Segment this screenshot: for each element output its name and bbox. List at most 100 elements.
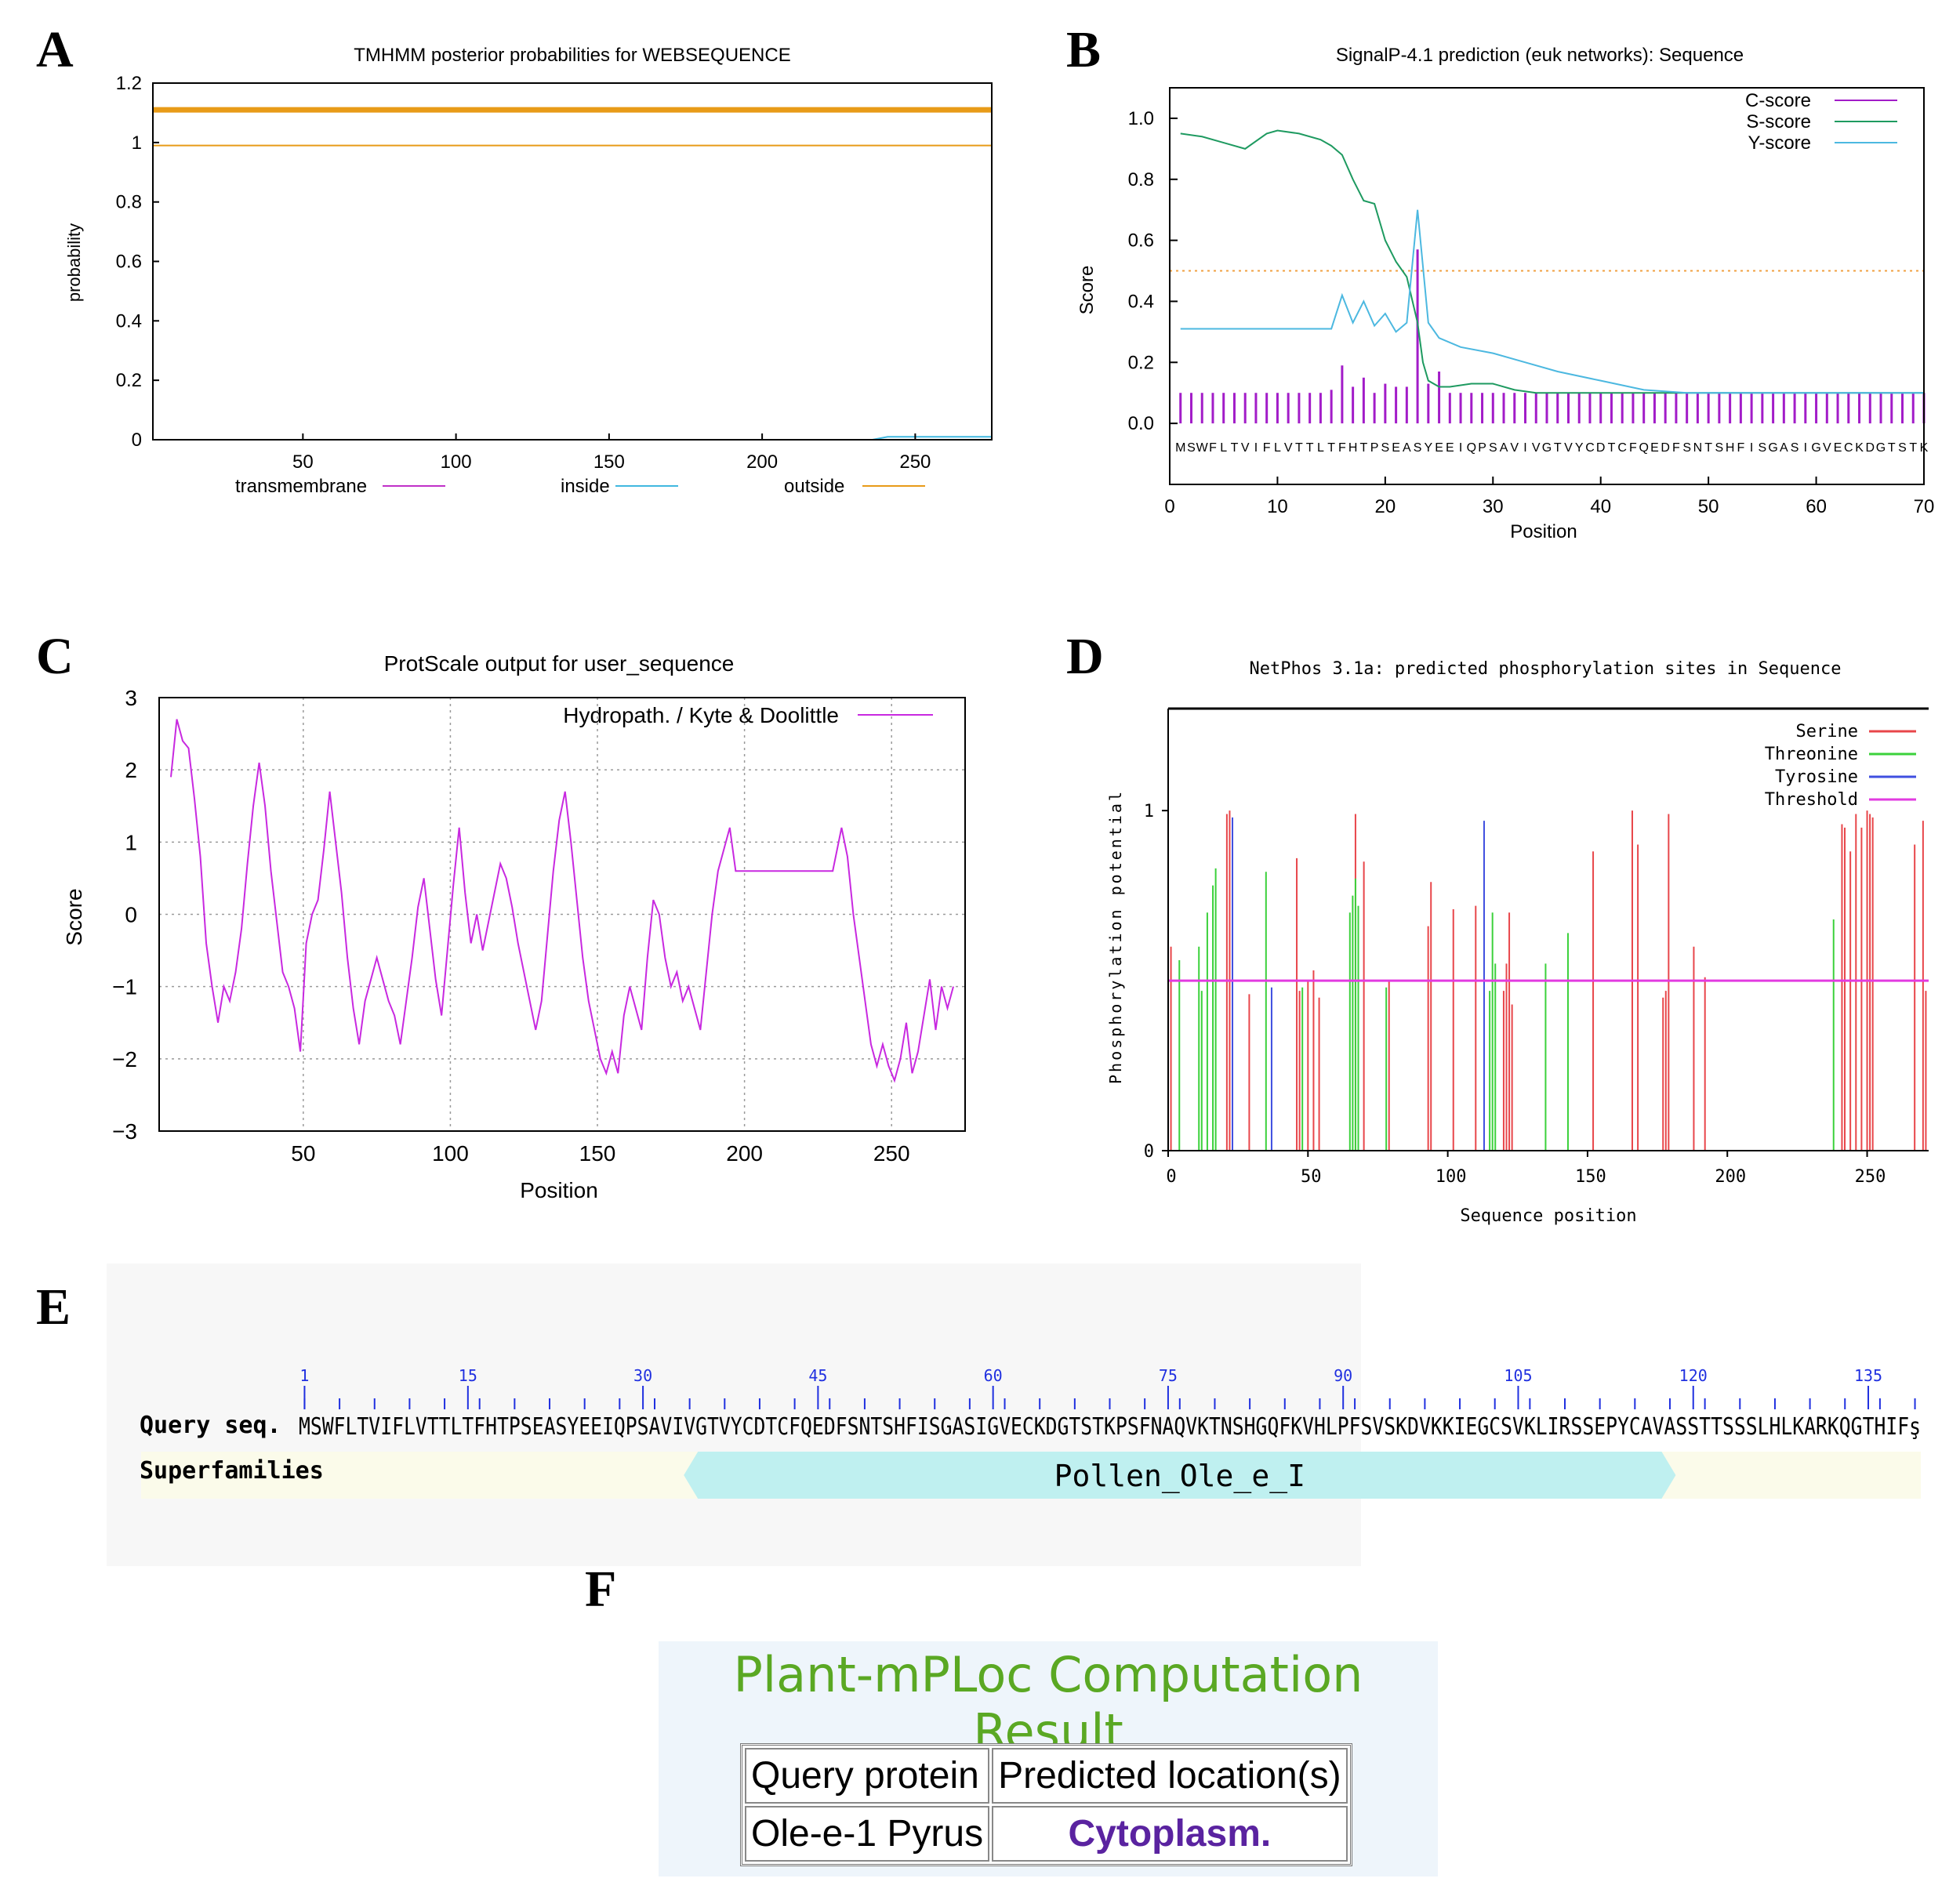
panel-letter-f: F: [585, 1561, 617, 1618]
panel-e-background: [107, 1264, 1361, 1566]
panel-a-legend-label-outside: outside: [784, 476, 844, 497]
panel-letter-d: D: [1066, 628, 1104, 685]
panel-b-sequence-residue: E: [1446, 441, 1454, 455]
panel-a-ytick-label: 0.2: [116, 370, 142, 391]
panel-b-sequence-residue: D: [1661, 441, 1670, 455]
panel-b-frame: [1169, 87, 1925, 485]
panel-b-sequence-residue: V: [1564, 441, 1573, 455]
panel-a-ylabel: probability: [64, 223, 84, 302]
panel-b-sequence-residue: S: [1898, 441, 1907, 455]
panel-b-sequence-residue: K: [1920, 441, 1929, 455]
panel-b-sequence-residue: F: [1737, 441, 1744, 455]
panel-f-data-row: Ole-e-1 Pyrus Cytoplasm.: [745, 1806, 1348, 1862]
panel-d-xtick-label: 250: [1855, 1167, 1886, 1187]
panel-b-sequence-residue: S: [1759, 441, 1767, 455]
panel-b-xtick-label: 20: [1375, 496, 1396, 517]
panel-d-xlabel: Sequence position: [1460, 1206, 1636, 1226]
panel-b-sequence-residue: W: [1196, 441, 1209, 455]
panel-d-xtick-label: 200: [1715, 1167, 1746, 1187]
panel-b-sequence-residue: H: [1726, 441, 1735, 455]
panel-b-xtick-label: 10: [1267, 496, 1288, 517]
panel-b-legend-label-c-score: C-score: [1745, 90, 1811, 111]
panel-b-sequence-residue: A: [1500, 441, 1508, 455]
panel-e-tick-label: 60: [984, 1366, 1003, 1385]
panel-d-ylabel: Phosphorylation potential: [1106, 789, 1125, 1084]
panel-e-query-label: Query seq.: [140, 1412, 281, 1439]
panel-b-sequence-residue: Q: [1467, 441, 1476, 455]
panel-b-sequence-residue: K: [1855, 441, 1864, 455]
panel-e-domain-label: Pollen_Ole_e_I: [1054, 1459, 1305, 1494]
panel-a-xtick-label: 150: [593, 451, 625, 473]
panel-f-result-table: Query protein Predicted location(s) Ole-…: [740, 1743, 1352, 1866]
panel-b-sequence-residue: V: [1823, 441, 1831, 455]
panel-b-sequence-residue: E: [1435, 441, 1443, 455]
panel-e-domain-shape: [684, 1452, 1676, 1499]
panel-b-sequence-residue: P: [1478, 441, 1486, 455]
panel-b-chart: SignalP-4.1 prediction (euk networks): S…: [1076, 45, 1934, 542]
panel-b-sequence-residue: F: [1629, 441, 1637, 455]
panel-b-sequence-residue: I: [1804, 441, 1807, 455]
panel-b-sequence-residue: F: [1209, 441, 1217, 455]
panel-f-protein-cell: Ole-e-1 Pyrus: [745, 1806, 990, 1862]
panel-b-sequence-residue: A: [1780, 441, 1788, 455]
panel-e-domain-map: 1 15 30 45 60 75 90 105 120 135 Query seq. Superf…: [107, 1264, 1921, 1566]
panel-a-legend-label-inside: inside: [561, 476, 610, 497]
panel-f-col2-header: Predicted location(s): [992, 1748, 1348, 1804]
panel-e-tick-label: 15: [459, 1366, 477, 1385]
panel-a-ytick-label: 0.6: [116, 252, 142, 273]
panel-b-xtick-label: 40: [1590, 496, 1611, 517]
panel-b-sequence-residue: G: [1768, 441, 1777, 455]
panel-b-ytick-label: 0.8: [1128, 169, 1154, 190]
panel-b-sequence-residue: S: [1791, 441, 1799, 455]
panel-b-sequence-residue: I: [1750, 441, 1753, 455]
panel-b-sequence-residue: T: [1888, 441, 1896, 455]
panel-d-xtick-label: 0: [1166, 1167, 1176, 1187]
panel-a-xtick-label: 50: [292, 451, 314, 473]
panel-f-location-cell: Cytoplasm.: [992, 1806, 1348, 1862]
panel-e-tick-label: 120: [1679, 1366, 1708, 1385]
panel-b-sequence-residue: H: [1348, 441, 1358, 455]
panel-b-sequence-residue: Q: [1639, 441, 1648, 455]
panel-b-sequence-residue: T: [1327, 441, 1335, 455]
panel-b-sequence-residue: T: [1231, 441, 1239, 455]
panel-b-ytick-label: 0.6: [1128, 230, 1154, 252]
panel-b-sequence-residue: M: [1175, 441, 1185, 455]
panel-b-sequence-residue: E: [1834, 441, 1842, 455]
panel-c-series-hydropathy: [170, 719, 954, 1083]
panel-b-sequence-residue: S: [1715, 441, 1724, 455]
panel-c-title: ProtScale output for user_sequence: [384, 651, 735, 676]
panel-a-ytick-label: 1.2: [116, 73, 142, 94]
panel-d-title: NetPhos 3.1a: predicted phosphorylation …: [1250, 659, 1842, 679]
panel-c-ytick-label: −3: [112, 1119, 137, 1144]
panel-c-ylabel: Score: [62, 888, 86, 945]
panel-b-sequence-residue: C: [1585, 441, 1595, 455]
panel-letter-a: A: [36, 21, 74, 78]
panel-f-mploc-result: Plant-mPLoc Computation Result Query pro…: [659, 1641, 1438, 1876]
panel-b-sequence-residue: V: [1241, 441, 1250, 455]
panel-c-xlabel: Position: [520, 1178, 598, 1202]
panel-a-title: TMHMM posterior probabilities for WEBSEQ…: [354, 45, 790, 66]
panel-b-sequence-residue: Y: [1575, 441, 1584, 455]
panel-b-sequence-residue: G: [1811, 441, 1820, 455]
panel-a-ytick-label: 0: [132, 430, 142, 451]
panel-b-sequence-residue: I: [1459, 441, 1462, 455]
panel-e-tick-label: 135: [1854, 1366, 1882, 1385]
panel-b-sequence-residue: G: [1876, 441, 1886, 455]
panel-a-ytick-label: 0.4: [116, 310, 142, 332]
panel-b-ytick-label: 0.4: [1128, 291, 1154, 312]
panel-a-ytick-label: 0.8: [116, 192, 142, 213]
panel-b-sequence-residue: T: [1608, 441, 1616, 455]
panel-b-sequence-residue: T: [1359, 441, 1367, 455]
panel-e-tick-label: 1: [299, 1366, 309, 1385]
panel-b-sequence-residue: V: [1510, 441, 1519, 455]
panel-c-ytick-label: 3: [125, 686, 137, 710]
panel-c-chart: ProtScale output for user_sequence Score…: [62, 651, 966, 1202]
panel-d-ytick-label: 1: [1144, 802, 1154, 821]
panel-b-xtick-label: 0: [1164, 496, 1174, 517]
panel-c-ytick-label: 2: [125, 758, 137, 782]
panel-b-legend-label-s-score: S-score: [1746, 111, 1811, 132]
panel-d-xtick-label: 50: [1301, 1167, 1322, 1187]
panel-b-sequence-residue: T: [1306, 441, 1314, 455]
panel-b-sequence-residue: L: [1274, 441, 1281, 455]
